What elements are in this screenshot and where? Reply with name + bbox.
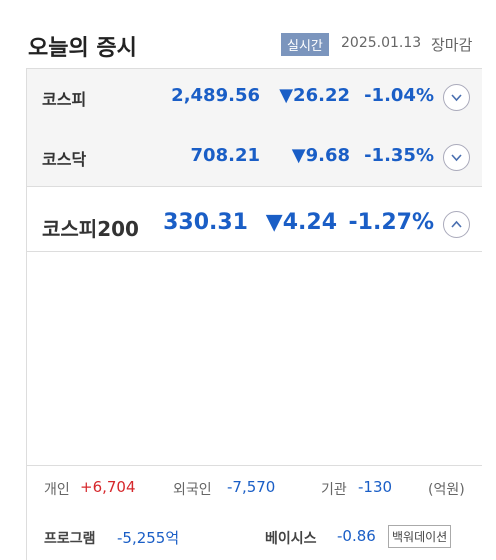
unit: (억원) (428, 482, 465, 498)
badge: 실시간 (281, 33, 329, 56)
index-value: 330.31 (163, 209, 248, 235)
row[interactable] (27, 128, 482, 187)
program-label: 프로그램 (44, 531, 96, 547)
toggle-button[interactable] (443, 144, 470, 171)
index-rate: -1.35% (364, 145, 434, 167)
basis-button[interactable]: 백워데이션 (388, 525, 452, 548)
index-name: 코스피 (42, 90, 87, 109)
toggle-button[interactable]: 329.11330.59332.07333.56335.0510:0012:00… (443, 84, 470, 111)
investor-label: 외국인 (173, 482, 212, 498)
border (26, 68, 27, 560)
chevron (451, 154, 462, 162)
index-change: ▼4.24 (265, 209, 337, 235)
status: 장마감 (431, 36, 473, 54)
index-rate: -1.27% (348, 209, 434, 235)
index-rate: -1.04% (364, 85, 434, 107)
index-name: 코스닥 (42, 150, 87, 169)
basis-value: -0.86 (337, 527, 376, 545)
basis-label: 베이시스 (265, 531, 317, 547)
index-change: ▼9.68 (291, 145, 350, 167)
chevron: 329.11330.59332.07333.56335.0510:0012:00… (451, 94, 462, 102)
index-value: 2,489.56 (171, 85, 260, 107)
investor-value: -7,570 (227, 478, 276, 496)
chevron (451, 220, 462, 228)
toggle-button[interactable] (443, 211, 470, 238)
index-value: 708.21 (190, 145, 260, 167)
investor-label: 기관 (321, 482, 347, 498)
investor-value: +6,704 (80, 478, 136, 496)
index-change: ▼26.22 (279, 85, 350, 107)
investor-value: -130 (358, 478, 393, 496)
program-value: -5,255억 (117, 529, 180, 547)
title: 오늘의 증시 (28, 36, 137, 61)
divider (27, 465, 482, 466)
investor-label: 개인 (44, 482, 70, 498)
date: 2025.01.13 (341, 35, 422, 51)
row[interactable] (27, 187, 482, 252)
index-name: 코스피200 (42, 217, 139, 241)
